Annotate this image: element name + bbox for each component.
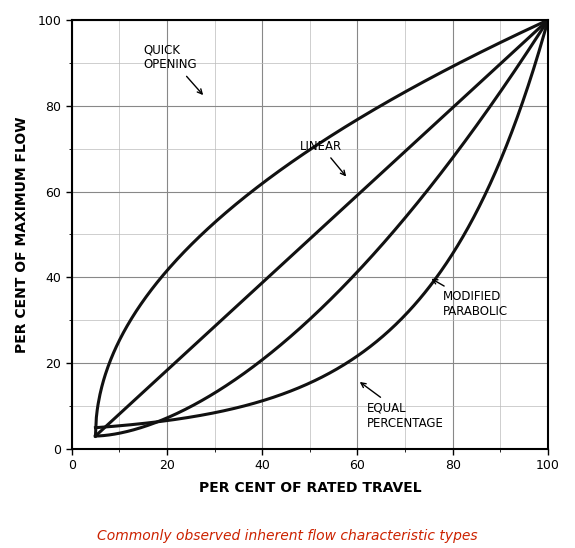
Text: MODIFIED
PARABOLIC: MODIFIED PARABOLIC: [433, 279, 508, 318]
Text: EQUAL
PERCENTAGE: EQUAL PERCENTAGE: [361, 383, 444, 430]
Text: Commonly observed inherent flow characteristic types: Commonly observed inherent flow characte…: [97, 528, 478, 543]
Text: QUICK
OPENING: QUICK OPENING: [143, 43, 202, 94]
X-axis label: PER CENT OF RATED TRAVEL: PER CENT OF RATED TRAVEL: [198, 481, 421, 495]
Text: LINEAR: LINEAR: [300, 140, 345, 175]
Y-axis label: PER CENT OF MAXIMUM FLOW: PER CENT OF MAXIMUM FLOW: [15, 116, 29, 353]
